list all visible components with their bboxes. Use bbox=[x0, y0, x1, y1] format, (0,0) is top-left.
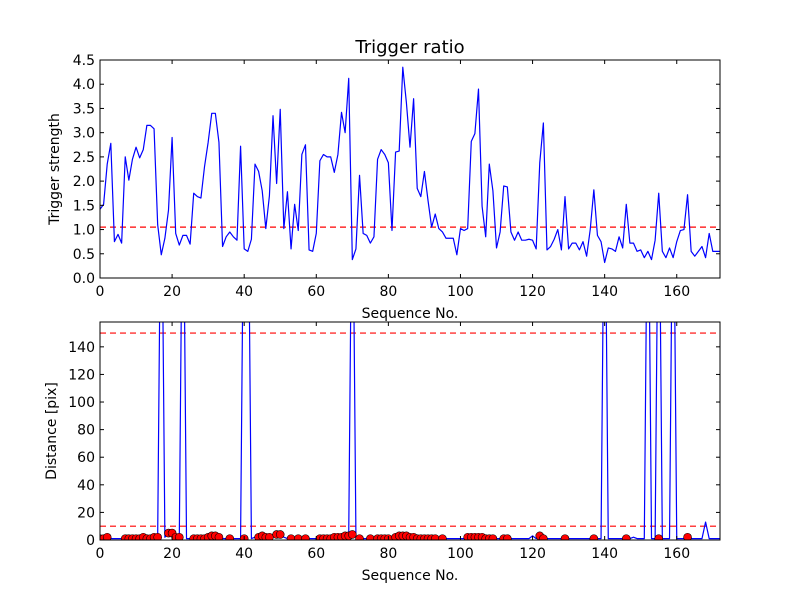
trigger-y-tick-label: 2.5 bbox=[73, 150, 95, 166]
distance-marker-point bbox=[488, 534, 498, 540]
distance-y-tick-label: 100 bbox=[68, 395, 95, 411]
distance-marker-point bbox=[275, 530, 285, 539]
trigger-y-tick-label: 4.5 bbox=[73, 53, 95, 69]
trigger-x-tick-label: 80 bbox=[379, 284, 397, 300]
trigger-x-tick-label: 20 bbox=[163, 284, 181, 300]
distance-y-tick-label: 0 bbox=[86, 533, 95, 549]
distance-clipped-layer bbox=[100, 322, 720, 540]
distance-marker-point bbox=[683, 532, 692, 540]
distance-marker-point bbox=[153, 532, 162, 540]
trigger-y-tick-label: 1.0 bbox=[73, 223, 95, 239]
distance-axes-frame bbox=[99, 321, 721, 541]
trigger-x-tick-label: 100 bbox=[447, 284, 474, 300]
trigger-y-tick-label: 0.5 bbox=[73, 247, 95, 263]
distance-x-tick-label: 100 bbox=[447, 546, 474, 562]
trigger-x-tick-label: 0 bbox=[96, 284, 105, 300]
distance-marker-point bbox=[355, 534, 364, 540]
distance-marker-point bbox=[438, 534, 447, 540]
distance-marker-point bbox=[589, 534, 599, 540]
distance-x-axis-label: Sequence No. bbox=[362, 568, 459, 584]
chart-title: Trigger ratio bbox=[354, 37, 464, 58]
distance-marker-point bbox=[301, 534, 310, 540]
trigger-x-tick-label: 40 bbox=[235, 284, 253, 300]
trigger-y-tick-label: 3.0 bbox=[73, 126, 95, 142]
distance-marker-point bbox=[175, 532, 184, 540]
distance-x-tick-label: 0 bbox=[96, 546, 105, 562]
trigger-y-tick-label: 0.0 bbox=[73, 271, 95, 287]
distance-y-tick-label: 80 bbox=[77, 423, 95, 439]
distance-x-tick-label: 160 bbox=[663, 546, 690, 562]
distance-marker-point bbox=[654, 534, 664, 540]
distance-marker-point bbox=[102, 532, 112, 540]
distance-y-tick-label: 140 bbox=[68, 340, 95, 356]
trigger-y-tick-label: 4.0 bbox=[73, 77, 95, 93]
distance-x-tick-label: 120 bbox=[519, 546, 546, 562]
distance-marker-point bbox=[621, 534, 631, 540]
trigger-y-tick-label: 2.0 bbox=[73, 174, 95, 190]
trigger-x-tick-label: 160 bbox=[663, 284, 690, 300]
distance-marker-point bbox=[503, 534, 512, 540]
distance-x-tick-label: 140 bbox=[591, 546, 618, 562]
distance-marker-point bbox=[214, 532, 224, 540]
trigger-ratio-panel: Trigger ratio 0 20 40 60 80 100 120 140 160 0.00… bbox=[47, 37, 721, 322]
distance-marker-point bbox=[539, 534, 548, 540]
trigger-x-tick-label: 140 bbox=[591, 284, 618, 300]
distance-y-tick-label: 120 bbox=[68, 367, 95, 383]
trigger-y-tick-label: 1.5 bbox=[73, 198, 95, 214]
distance-x-tick-label: 80 bbox=[379, 546, 397, 562]
distance-plot-area bbox=[100, 322, 720, 540]
trigger-axes-frame bbox=[99, 59, 721, 279]
trigger-y-tick-label: 3.5 bbox=[73, 101, 95, 117]
trigger-series-line-0 bbox=[100, 66, 720, 264]
distance-y-tick-label: 40 bbox=[77, 478, 95, 494]
distance-panel: 0 20 40 60 80 100 120 140 160 0 20 40 60 80 100 120 140… bbox=[44, 321, 721, 584]
distance-x-ticks: 0 20 40 60 80 100 120 140 160 bbox=[96, 322, 690, 562]
distance-x-tick-label: 20 bbox=[163, 546, 181, 562]
trigger-x-ticks: 0 20 40 60 80 100 120 140 160 bbox=[96, 60, 690, 300]
distance-y-tick-label: 20 bbox=[77, 505, 95, 521]
trigger-x-tick-label: 120 bbox=[519, 284, 546, 300]
trigger-clipped-layer bbox=[100, 66, 720, 264]
trigger-x-axis-label: Sequence No. bbox=[362, 306, 459, 322]
distance-marker-point bbox=[348, 530, 357, 539]
trigger-x-tick-label: 60 bbox=[307, 284, 325, 300]
distance-y-ticks: 0 20 40 60 80 100 120 140 bbox=[68, 340, 720, 549]
distance-marker-point bbox=[560, 534, 570, 540]
trigger-plot-area bbox=[100, 66, 720, 264]
distance-y-axis-label: Distance [pix] bbox=[44, 382, 60, 480]
distance-x-tick-label: 40 bbox=[235, 546, 253, 562]
distance-x-tick-label: 60 bbox=[307, 546, 325, 562]
distance-y-tick-label: 60 bbox=[77, 450, 95, 466]
distance-marker-point bbox=[225, 534, 235, 540]
trigger-y-ticks: 0.0 0.5 1.0 1.5 2.0 2.5 3.0 3.5 4.0 4.5 bbox=[73, 53, 720, 287]
trigger-y-axis-label: Trigger strength bbox=[47, 113, 63, 226]
